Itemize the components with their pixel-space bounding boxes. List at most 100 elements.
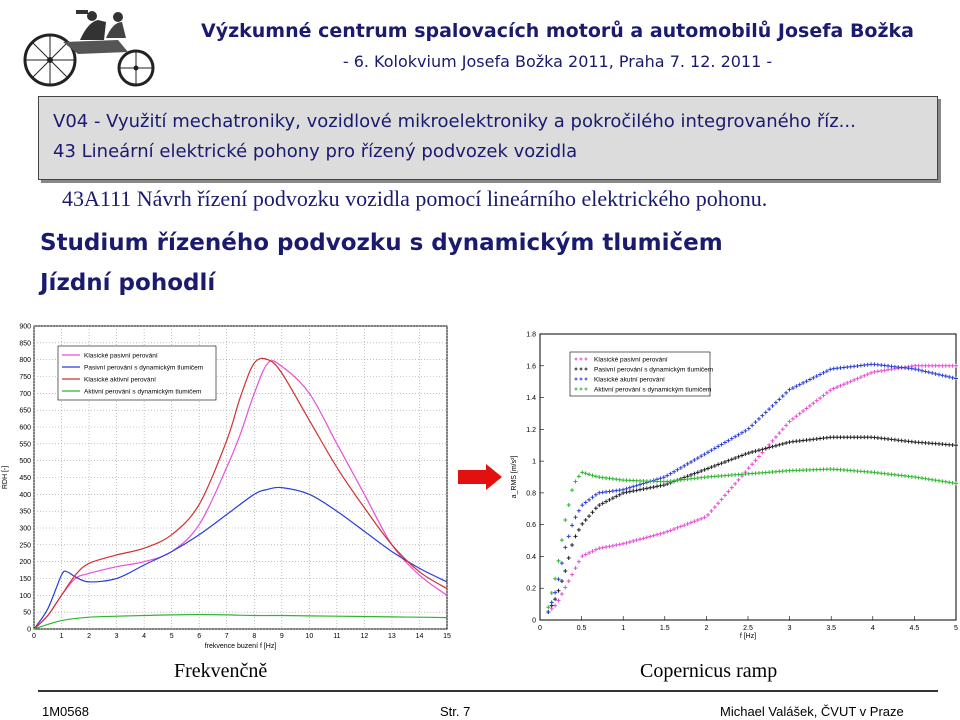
series-marker [794,414,799,419]
series-marker [648,485,653,490]
y-tick-label: 600 [19,425,31,432]
series-marker [692,476,697,481]
series-marker [743,428,748,433]
series-marker [600,545,605,550]
series-marker [661,530,666,535]
series-marker [794,468,799,473]
series-marker [889,437,894,442]
series-marker [892,364,897,369]
y-tick-label: 1.8 [526,332,536,339]
series-marker [661,483,666,488]
series-marker [913,475,918,480]
legend-swatch [574,377,578,381]
series-marker [566,556,571,561]
series-marker [678,477,683,482]
series-marker [855,363,860,368]
series-marker [587,497,592,502]
y-tick-label: 1.6 [526,363,536,370]
series-markers-2 [546,362,958,615]
series-marker [916,440,921,445]
series-marker [937,441,942,446]
series-marker [947,363,952,368]
series-marker [831,386,836,391]
series-marker [661,475,666,480]
series-marker [638,482,643,487]
series-marker [804,379,809,384]
series-marker [705,474,710,479]
series-marker [903,365,908,370]
series-marker [607,476,612,481]
series-marker [821,467,826,472]
series-marker [610,489,615,494]
series-marker [597,490,602,495]
series-marker [634,483,639,488]
series-marker [831,366,836,371]
series-marker [882,368,887,373]
series-marker [886,363,891,368]
series-marker [947,480,952,485]
x-tick-label: 0 [538,625,542,632]
series-marker [743,472,748,477]
y-tick-label: 50 [23,610,31,617]
legend-swatch [579,387,583,391]
x-tick-label: 2 [87,633,91,640]
header-title: Výzkumné centrum spalovacích motorů a au… [201,20,914,42]
series-marker [824,390,829,395]
series-marker [784,423,789,428]
series-marker [862,435,867,440]
y-tick-label: 350 [19,509,31,516]
series-marker [909,366,914,371]
series-marker [750,450,755,455]
series-marker [899,365,904,370]
series-marker [814,374,819,379]
series-marker [614,488,619,493]
legend-swatch [584,377,588,381]
x-tick-label: 4.5 [910,625,920,632]
series-marker [954,481,958,486]
series-marker [600,490,605,495]
y-tick-label: 1.2 [526,427,536,434]
series-marker [923,369,928,374]
series-marker [875,362,880,367]
series-marker [604,475,609,480]
series-marker [920,476,925,481]
series-marker [906,474,911,479]
series-marker [699,516,704,521]
series-marker [712,446,717,451]
x-tick-label: 6 [197,633,201,640]
series-marker [916,367,921,372]
series-marker [702,452,707,457]
series-marker [947,442,952,447]
series-marker [709,509,714,514]
legend-swatch [584,367,588,371]
series-marker [668,479,673,484]
x-tick-label: 1 [60,633,64,640]
series-marker [865,469,870,474]
series-marker [746,466,751,471]
legend-label: Klasické aktivní perování [84,377,156,384]
series-marker [716,474,721,479]
series-marker [556,558,561,563]
series-marker [621,478,626,483]
topic-line-2: 43 Lineární elektrické pohony pro řízený… [53,141,578,162]
series-marker [950,480,955,485]
y-tick-label: 400 [19,492,31,499]
series-marker [875,435,880,440]
series-marker [869,435,874,440]
series-marker [797,382,802,387]
series-marker [848,435,853,440]
series-marker [930,363,935,368]
series-marker [838,435,843,440]
series-marker [804,438,809,443]
series-marker [807,377,812,382]
y-tick-label: 0 [532,618,536,625]
series-marker [559,592,564,597]
y-tick-label: 650 [19,408,31,415]
series-marker [712,474,717,479]
series-marker [590,549,595,554]
series-marker [583,500,588,505]
series-marker [672,527,677,532]
series-marker [835,366,840,371]
series-marker [926,441,931,446]
series-marker [583,552,588,557]
